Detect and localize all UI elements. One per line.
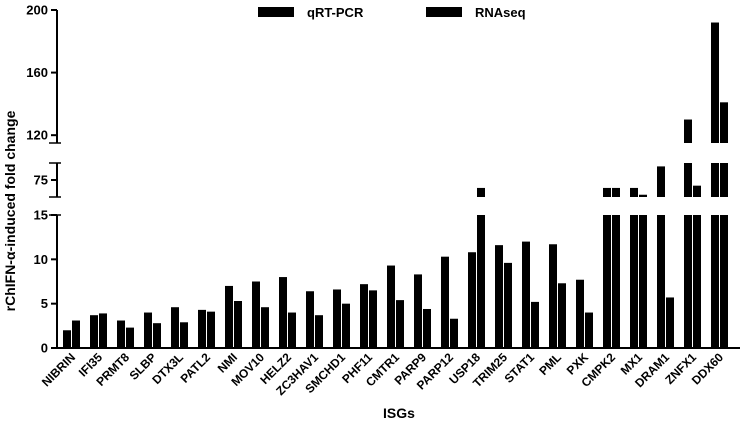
- bar-rnaseq-cmpk2: [612, 187, 620, 197]
- bar-qrt-pcr-znfx1: [684, 119, 692, 143]
- y-tick-label: 10: [34, 252, 48, 267]
- x-axis-title: ISGs: [383, 405, 415, 421]
- x-tick-label-patl2: PATL2: [178, 350, 214, 386]
- bar-rnaseq-pxk: [585, 312, 593, 348]
- bar-qrt-pcr-dtx3l: [171, 307, 179, 348]
- y-tick-label: 75: [34, 173, 48, 188]
- legend-label-rnaseq: RNAseq: [475, 5, 526, 20]
- bar-qrt-pcr-parp9: [414, 274, 422, 348]
- y-tick-label: 0: [41, 341, 48, 356]
- legend-swatch-rnaseq: [426, 7, 462, 17]
- bar-qrt-pcr-cmtr1: [387, 265, 395, 348]
- bar-rnaseq-smchd1: [342, 303, 350, 348]
- x-tick-label-dtx3l: DTX3L: [149, 350, 186, 387]
- bar-qrt-pcr-ifi35: [90, 315, 98, 348]
- x-tick-label-nibrin: NIBRIN: [39, 350, 78, 389]
- bar-qrt-pcr-stat1: [522, 241, 530, 348]
- bar-qrt-pcr-pxk: [576, 279, 584, 348]
- bar-qrt-pcr-mov10: [252, 281, 260, 348]
- bar-rnaseq-ifi35: [99, 313, 107, 348]
- bar-rnaseq-nmi: [234, 301, 242, 348]
- bar-qrt-pcr-parp12: [441, 256, 449, 348]
- bar-rnaseq-prmt8: [126, 327, 134, 348]
- bar-qrt-pcr-cmpk2: [603, 187, 611, 197]
- x-tick-label-pml: PML: [536, 350, 564, 378]
- bar-qrt-pcr-helz2: [279, 277, 287, 348]
- bar-rnaseq-helz2: [288, 312, 296, 348]
- bar-qrt-pcr-ddx60: [711, 163, 719, 197]
- bar-qrt-pcr-dram1: [657, 166, 665, 197]
- bar-qrt-pcr-zc3hav1: [306, 291, 314, 348]
- bar-qrt-pcr-prmt8: [117, 320, 125, 348]
- bar-qrt-pcr-trim25: [495, 245, 503, 348]
- bar-rnaseq-mov10: [261, 307, 269, 348]
- bar-rnaseq-cmtr1: [396, 300, 404, 348]
- bar-rnaseq-usp18: [477, 187, 485, 197]
- y-ticks: 0 5 10 15 75 120 160 200: [26, 3, 57, 356]
- bar-qrt-pcr-ddx60: [711, 215, 719, 348]
- bar-qrt-pcr-patl2: [198, 309, 206, 348]
- bar-rnaseq-trim25: [504, 262, 512, 348]
- bar-rnaseq-nibrin: [72, 320, 80, 348]
- bar-rnaseq-zc3hav1: [315, 315, 323, 348]
- legend-swatch-qrt-pcr: [258, 7, 294, 17]
- bar-rnaseq-mx1: [639, 215, 647, 348]
- bar-qrt-pcr-mx1: [630, 215, 638, 348]
- bar-qrt-pcr-ddx60: [711, 22, 719, 143]
- bar-rnaseq-znfx1: [693, 215, 701, 348]
- x-tick-label-stat1: STAT1: [502, 350, 538, 386]
- bar-qrt-pcr-pml: [549, 244, 557, 348]
- bar-rnaseq-znfx1: [693, 185, 701, 197]
- bar-rnaseq-patl2: [207, 311, 215, 348]
- bar-rnaseq-dtx3l: [180, 322, 188, 348]
- bar-rnaseq-dram1: [666, 297, 674, 348]
- bar-rnaseq-phf11: [369, 290, 377, 348]
- bar-rnaseq-usp18: [477, 215, 485, 348]
- bar-qrt-pcr-znfx1: [684, 215, 692, 348]
- y-tick-label: 120: [26, 128, 48, 143]
- bar-rnaseq-ddx60: [720, 163, 728, 197]
- bars: [63, 22, 728, 348]
- bar-qrt-pcr-cmpk2: [603, 215, 611, 348]
- y-tick-label: 200: [26, 3, 48, 18]
- bar-qrt-pcr-znfx1: [684, 163, 692, 197]
- y-axis-title: rChIFN-α-induced fold change: [2, 110, 18, 311]
- bar-qrt-pcr-phf11: [360, 284, 368, 348]
- bar-qrt-pcr-smchd1: [333, 289, 341, 348]
- y-tick-label: 160: [26, 65, 48, 80]
- y-tick-label: 5: [41, 296, 48, 311]
- bar-qrt-pcr-mx1: [630, 187, 638, 197]
- bar-rnaseq-parp12: [450, 318, 458, 348]
- bar-rnaseq-stat1: [531, 301, 539, 348]
- bar-qrt-pcr-dram1: [657, 215, 665, 348]
- bar-qrt-pcr-usp18: [468, 252, 476, 348]
- bar-rnaseq-ddx60: [720, 215, 728, 348]
- bar-rnaseq-parp9: [423, 308, 431, 348]
- bar-qrt-pcr-nibrin: [63, 330, 71, 348]
- y-tick-label: 15: [34, 208, 48, 223]
- bar-rnaseq-mx1: [639, 194, 647, 197]
- bar-qrt-pcr-slbp: [144, 312, 152, 348]
- legend: qRT-PCR RNAseq: [258, 5, 526, 20]
- bar-rnaseq-slbp: [153, 323, 161, 348]
- legend-label-qrt-pcr: qRT-PCR: [307, 5, 364, 20]
- bar-rnaseq-ddx60: [720, 102, 728, 143]
- bar-rnaseq-pml: [558, 283, 566, 348]
- bar-qrt-pcr-nmi: [225, 285, 233, 348]
- bar-rnaseq-cmpk2: [612, 215, 620, 348]
